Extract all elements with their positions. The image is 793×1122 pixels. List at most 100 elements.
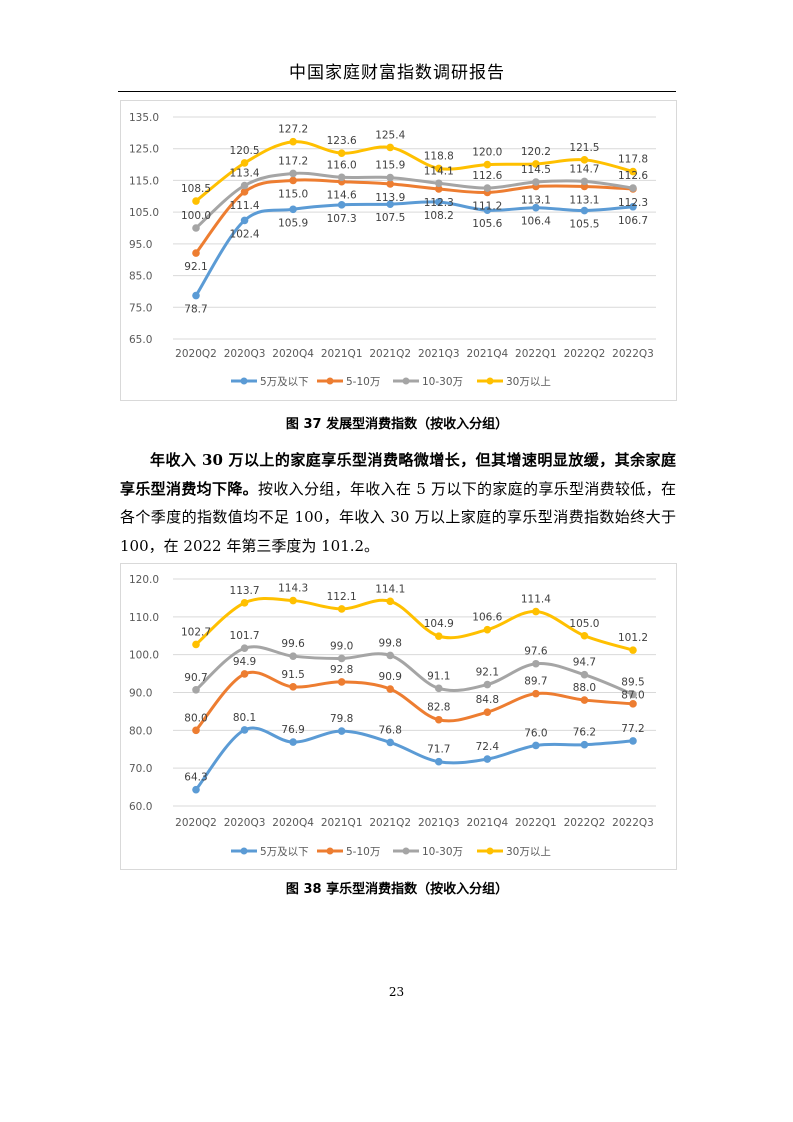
data-point <box>483 206 492 215</box>
caption-fig38: 图 38 享乐型消费指数（按收入分组） <box>285 882 509 897</box>
data-label: 108.5 <box>181 183 211 195</box>
data-point <box>434 179 443 188</box>
data-label: 111.4 <box>521 594 551 606</box>
data-point <box>289 683 297 691</box>
paragraph-lead: 年收入 30 万以上的家庭享乐型消费略微增长，但其增速明显放缓，其余家庭享乐型消… <box>120 451 676 498</box>
data-point <box>386 685 395 693</box>
data-label: 114.1 <box>424 165 454 177</box>
data-label: 76.9 <box>281 724 304 736</box>
data-label: 117.8 <box>618 154 648 166</box>
chart-fig37: 65.0 75.0 85.0 95.0 105.0 115.0 125.0 135.0 2020… <box>120 100 677 401</box>
data-point <box>434 198 443 206</box>
x-tick-label: 2022Q1 <box>515 817 557 829</box>
data-point <box>580 631 589 640</box>
data-point <box>240 644 249 653</box>
data-label: 94.7 <box>573 657 596 669</box>
data-point <box>580 696 589 704</box>
data-label: 113.4 <box>230 168 260 180</box>
data-point <box>386 651 395 660</box>
y-tick-label: 95.0 <box>129 239 152 251</box>
legend-label: 5-10万 <box>346 846 380 858</box>
data-point <box>240 726 249 734</box>
data-point <box>337 149 346 157</box>
data-label: 104.9 <box>424 618 454 630</box>
data-label: 89.7 <box>524 676 547 688</box>
chart-fig38: 60.0 70.0 80.0 90.0 100.0 110.0 120.0 2020Q2 202… <box>120 563 677 870</box>
data-label: 76.2 <box>573 727 596 739</box>
data-point <box>289 176 297 185</box>
data-label: 91.5 <box>281 669 304 681</box>
y-tick-label: 75.0 <box>129 302 152 314</box>
legend-marker <box>486 377 494 385</box>
data-point <box>580 670 589 679</box>
data-point <box>289 169 297 178</box>
legend-label: 30万以上 <box>506 846 551 858</box>
data-point <box>532 203 540 212</box>
data-point <box>532 160 540 168</box>
data-point <box>386 597 395 606</box>
data-point <box>337 173 346 182</box>
data-label: 112.1 <box>327 591 357 603</box>
data-label: 76.0 <box>524 727 547 739</box>
data-point <box>532 689 540 698</box>
data-label: 91.1 <box>427 670 450 682</box>
y-tick-label: 65.0 <box>129 334 152 346</box>
legend-marker <box>240 847 248 855</box>
y-tick-label: 115.0 <box>129 175 159 187</box>
data-label: 90.9 <box>379 671 402 683</box>
data-label: 72.4 <box>476 741 500 753</box>
data-point <box>532 607 540 616</box>
data-label: 90.7 <box>184 672 207 684</box>
y-tick-label: 80.0 <box>129 725 152 737</box>
data-label: 82.8 <box>427 702 450 714</box>
chart-svg-fig37: 65.0 75.0 85.0 95.0 105.0 115.0 125.0 135.0 2020… <box>129 112 656 388</box>
data-label: 84.8 <box>476 694 499 706</box>
data-label: 117.2 <box>278 155 308 167</box>
data-point <box>580 156 589 164</box>
data-label: 113.7 <box>230 585 260 597</box>
x-tick-label: 2021Q4 <box>466 348 508 360</box>
legend-marker <box>402 847 410 855</box>
data-point <box>434 715 443 724</box>
data-label: 92.8 <box>330 664 353 676</box>
x-tick-label: 2022Q3 <box>612 348 654 360</box>
data-point <box>192 291 200 300</box>
data-point <box>337 654 346 663</box>
x-tick-label: 2022Q2 <box>564 817 606 829</box>
data-label: 114.1 <box>375 583 405 595</box>
data-label: 87.0 <box>621 689 644 701</box>
data-label: 116.0 <box>327 159 357 171</box>
series-line-2 <box>194 645 635 696</box>
data-point <box>532 741 540 750</box>
data-label: 99.8 <box>379 637 402 649</box>
legend-label: 10-30万 <box>422 846 463 858</box>
x-tick-label: 2020Q4 <box>272 817 314 829</box>
data-label: 111.4 <box>230 200 260 212</box>
body-paragraph: 年收入 30 万以上的家庭享乐型消费略微增长，但其增速明显放缓，其余家庭享乐型消… <box>120 446 676 560</box>
data-label: 100.0 <box>181 210 211 222</box>
data-label: 112.3 <box>618 197 648 209</box>
data-label: 101.2 <box>618 632 648 644</box>
data-point <box>192 249 200 257</box>
data-label: 80.1 <box>233 712 256 724</box>
data-label: 120.5 <box>230 145 260 157</box>
series-line-1 <box>194 670 635 732</box>
data-point <box>386 143 395 152</box>
data-point <box>240 599 249 607</box>
data-label: 102.7 <box>181 626 211 638</box>
data-point <box>629 690 637 699</box>
legend-label: 5万及以下 <box>260 846 309 858</box>
data-point <box>289 738 297 746</box>
legend-marker <box>326 847 334 855</box>
data-point <box>240 181 249 190</box>
y-tick-label: 60.0 <box>129 801 152 813</box>
data-point <box>532 659 540 668</box>
data-label: 89.5 <box>621 676 644 688</box>
data-point <box>289 205 297 214</box>
data-label: 64.3 <box>184 772 207 784</box>
series-line-0 <box>194 726 635 792</box>
data-label: 123.6 <box>327 135 357 147</box>
data-label: 114.6 <box>327 190 357 202</box>
data-label: 106.6 <box>472 612 502 624</box>
data-label: 114.7 <box>569 163 599 175</box>
